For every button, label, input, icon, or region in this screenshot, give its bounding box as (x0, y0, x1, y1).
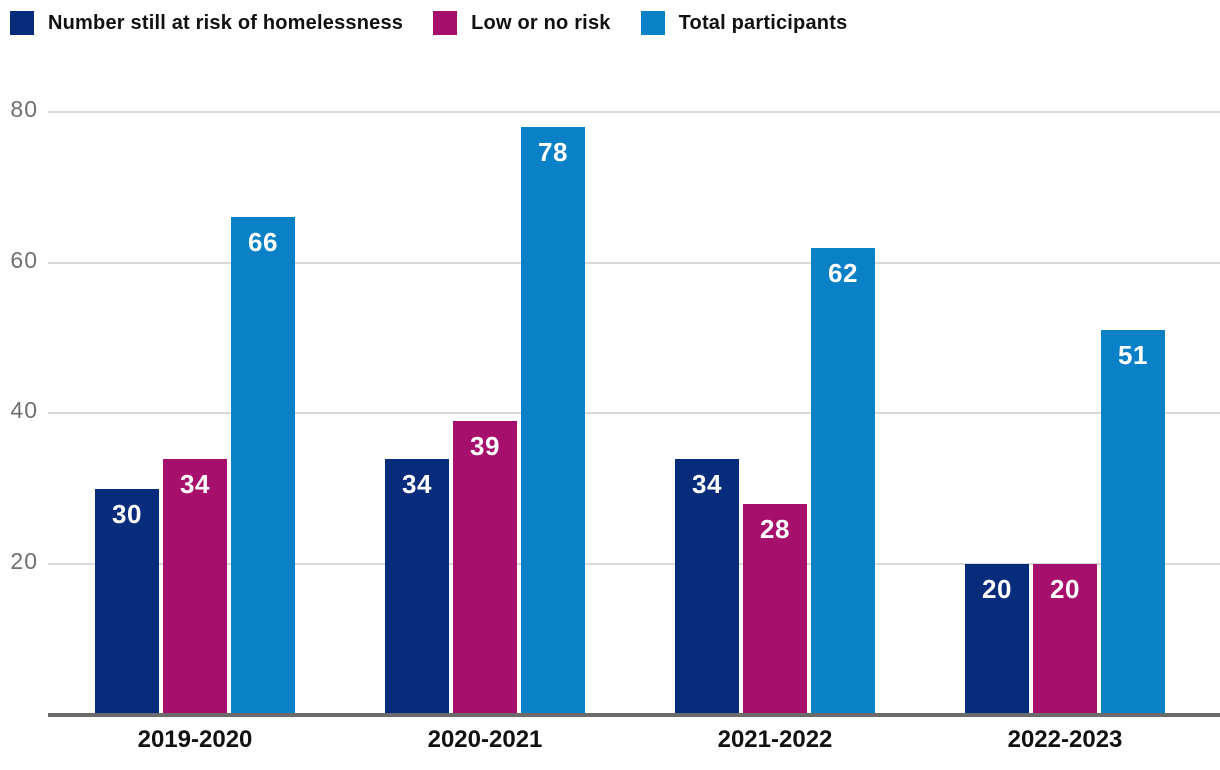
legend-label-total: Total participants (678, 11, 848, 34)
bar-value-label: 51 (1118, 340, 1148, 371)
y-tick-label: 60 (10, 246, 38, 273)
bar: 28 (743, 503, 807, 715)
bar-value-label: 62 (828, 257, 858, 288)
legend-item-total: Total participants (640, 11, 848, 35)
bar-value-label: 28 (760, 513, 790, 544)
legend-item-low-risk: Low or no risk (433, 11, 610, 35)
legend-label-low-risk: Low or no risk (471, 11, 611, 34)
bar-value-label: 66 (248, 227, 278, 258)
bar: 34 (385, 458, 449, 715)
bar: 20 (1033, 564, 1097, 715)
x-tick-label: 2020-2021 (427, 726, 543, 753)
legend-swatch-navy (10, 11, 34, 35)
legend-swatch-blue (640, 11, 665, 35)
bar: 34 (163, 458, 227, 715)
bar: 62 (811, 247, 875, 715)
bar: 51 (1101, 330, 1165, 715)
gridline (48, 110, 1220, 113)
bar-value-label: 34 (692, 468, 722, 499)
chart-legend: Number still at risk of homelessness Low… (10, 11, 847, 35)
gridline (48, 261, 1220, 264)
legend-label-at-risk: Number still at risk of homelessness (48, 11, 404, 34)
bar: 34 (675, 458, 739, 715)
bar-value-label: 20 (1050, 574, 1080, 605)
bar: 20 (965, 564, 1029, 715)
gridline (48, 412, 1220, 415)
bar-value-label: 78 (538, 136, 568, 167)
y-tick-label: 80 (10, 95, 38, 122)
bar-value-label: 30 (112, 498, 142, 529)
bar-value-label: 20 (982, 574, 1012, 605)
bar-value-label: 34 (180, 468, 210, 499)
x-tick-label: 2021-2022 (717, 726, 833, 753)
x-tick-label: 2022-2023 (1007, 726, 1123, 753)
bar: 78 (521, 126, 585, 715)
gridline (48, 563, 1220, 566)
bar-value-label: 39 (470, 430, 500, 461)
legend-item-at-risk: Number still at risk of homelessness (10, 11, 403, 35)
y-tick-label: 40 (10, 397, 38, 424)
bar: 66 (231, 217, 295, 715)
legend-swatch-magenta (433, 11, 458, 35)
x-tick-label: 2019-2020 (137, 726, 253, 753)
bar-value-label: 34 (402, 468, 432, 499)
x-axis-line (48, 713, 1220, 717)
bar: 30 (95, 488, 159, 715)
bar: 39 (453, 420, 517, 715)
y-tick-label: 20 (10, 548, 38, 575)
